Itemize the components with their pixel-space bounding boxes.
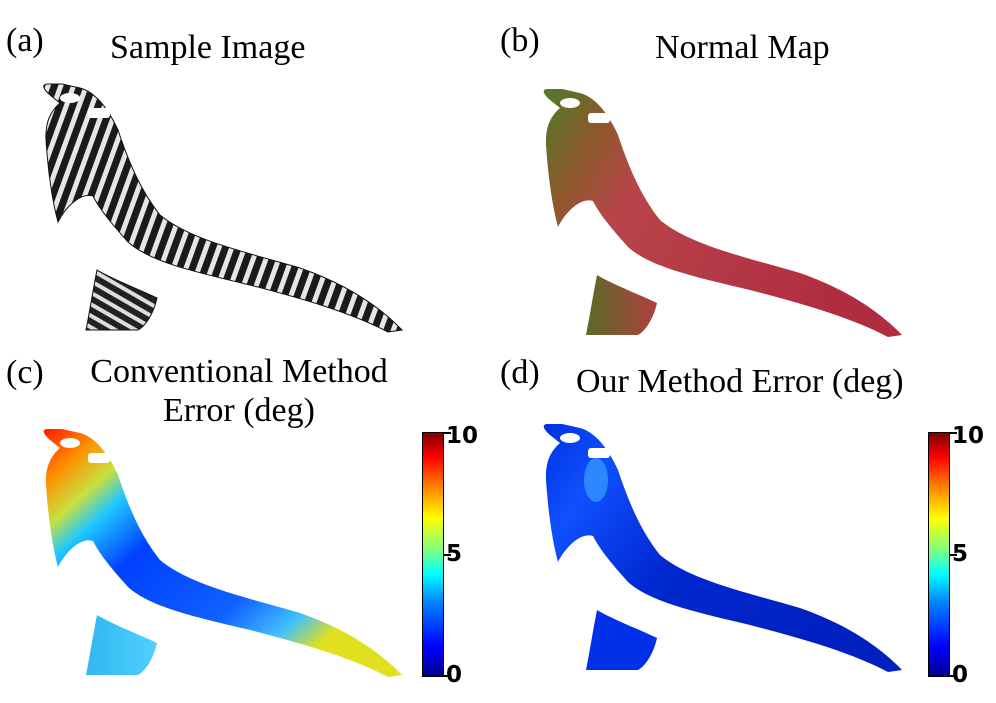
panel-c-title: Conventional Method Error (deg) <box>72 352 406 430</box>
colorbar-d-tick-mid <box>950 554 957 556</box>
panel-b-title: Normal Map <box>655 29 830 66</box>
panel-c-title-line1: Conventional Method <box>90 353 388 390</box>
colorbar-c-min-label: 0 <box>446 662 463 688</box>
colorbar-d-tick-max <box>950 432 957 434</box>
colorbar-c-tick-min <box>444 675 451 677</box>
colorbar-d-min-label: 0 <box>952 662 969 688</box>
panel-b-letter: (b) <box>500 22 540 59</box>
colorbar-c-max-label: 10 <box>446 423 479 449</box>
conventional-error-figure <box>43 429 403 677</box>
panel-d-title: Our Method Error (deg) <box>576 363 904 400</box>
panel-c-title-line2: Error (deg) <box>163 392 315 430</box>
colorbar-c-gradient <box>422 432 444 677</box>
normal-map-figure <box>543 89 902 337</box>
sample-image-figure <box>43 83 403 333</box>
colorbar-d-mid-label: 5 <box>952 541 969 567</box>
panel-a-letter: (a) <box>6 22 44 59</box>
panel-c-letter: (c) <box>6 354 44 391</box>
colorbar-d-max-label: 10 <box>952 423 985 449</box>
colorbar-c-mid-label: 5 <box>446 541 463 567</box>
colorbar-d-tick-min <box>950 675 957 677</box>
panel-d-letter: (d) <box>500 354 540 391</box>
panel-a-title: Sample Image <box>110 29 306 66</box>
colorbar-c-tick-mid <box>444 554 451 556</box>
our-error-figure <box>543 424 902 672</box>
colorbar-c-tick-max <box>444 432 451 434</box>
colorbar-d-gradient <box>928 432 950 677</box>
